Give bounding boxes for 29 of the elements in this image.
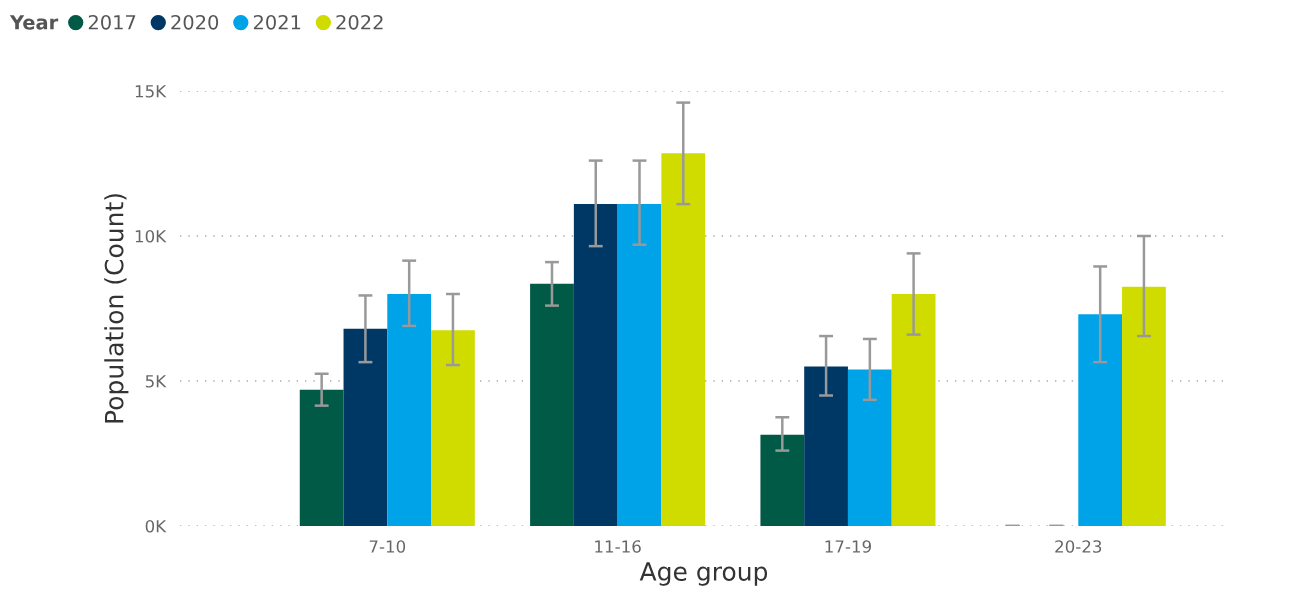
y-tick-label: 0K — [145, 519, 167, 533]
x-tick-label: 20-23 — [1055, 540, 1102, 553]
bar — [617, 204, 662, 526]
y-tick-label: 10K — [135, 229, 167, 243]
bar — [1122, 286, 1166, 526]
legend-label: 2022 — [336, 14, 383, 30]
x-axis-title: Age group — [639, 562, 768, 586]
y-axis-title: Population (Count) — [104, 194, 129, 423]
bar — [1078, 314, 1123, 526]
bar — [299, 389, 344, 526]
legend-label: 2020 — [171, 14, 219, 30]
y-tick-label: 5K — [145, 375, 167, 388]
bar — [387, 294, 432, 526]
y-tick-label: 15K — [135, 85, 167, 98]
x-tick-label: 7-10 — [369, 540, 406, 553]
bar — [804, 366, 848, 526]
x-tick-label: 11-16 — [595, 540, 641, 553]
legend-title: Year — [9, 15, 59, 30]
bar — [343, 328, 388, 526]
bar — [431, 330, 475, 526]
bar — [847, 369, 892, 526]
bar — [530, 283, 574, 526]
bar — [661, 153, 706, 526]
bar — [760, 434, 805, 526]
bar — [573, 204, 618, 526]
legend-label: 2021 — [253, 14, 301, 30]
bar — [891, 294, 936, 526]
x-tick-label: 17-19 — [825, 540, 871, 553]
legend-label: 2017 — [88, 14, 136, 30]
